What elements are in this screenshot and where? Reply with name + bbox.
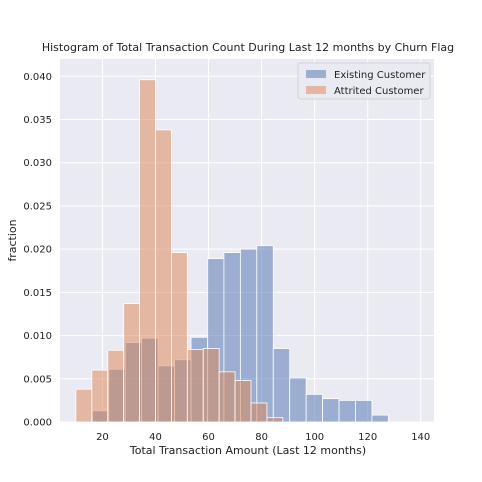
y-tick-label: 0.010: [23, 331, 52, 342]
histogram-bar: [250, 402, 268, 423]
x-tick-label: 60: [202, 432, 215, 443]
x-tick-label: 20: [96, 432, 109, 443]
histogram-bar: [266, 417, 284, 423]
legend-swatch: [306, 86, 326, 94]
histogram-bar: [289, 377, 307, 423]
histogram-bar: [123, 303, 140, 423]
histogram-bar: [171, 252, 188, 423]
histogram-bar: [91, 369, 109, 423]
y-axis-label: fraction: [6, 219, 19, 261]
y-tick-label: 0.020: [23, 245, 52, 256]
histogram-bar: [272, 348, 291, 423]
x-tick-label: 40: [149, 432, 162, 443]
legend: Existing Customer Attrited Customer: [297, 62, 431, 100]
x-tick-label: 80: [255, 432, 268, 443]
chart-title: Histogram of Total Transaction Count Dur…: [42, 41, 454, 54]
histogram-bar: [355, 399, 373, 423]
x-tick-label: 120: [358, 432, 377, 443]
series-bars: [75, 79, 284, 423]
histogram-bar: [139, 79, 156, 423]
histogram-bar: [338, 399, 356, 423]
legend-box: [297, 62, 431, 100]
legend-label: Existing Customer: [334, 70, 426, 81]
histogram-bar: [371, 414, 389, 423]
histogram-bar: [202, 348, 220, 423]
histogram-bar: [75, 388, 93, 423]
y-tick-label: 0.035: [23, 115, 52, 126]
tick-labels: 20 40 60 80 100 120 140 0.000 0.005 0.010 0.015 0.0…: [23, 72, 430, 443]
x-axis-label: Total Transaction Amount (Last 12 months…: [129, 444, 366, 457]
x-tick-label: 140: [411, 432, 430, 443]
histogram-bar: [155, 129, 172, 423]
y-tick-label: 0.000: [23, 418, 52, 429]
histogram-bar: [322, 398, 340, 423]
histogram-bar: [256, 245, 274, 423]
histogram-bar: [234, 380, 252, 423]
histogram-bar: [186, 348, 204, 423]
legend-label: Attrited Customer: [334, 86, 424, 97]
histogram-bar: [305, 393, 323, 423]
y-tick-label: 0.030: [23, 158, 52, 169]
y-tick-label: 0.040: [23, 72, 52, 83]
histogram-bar: [218, 371, 236, 423]
legend-swatch: [306, 70, 326, 78]
x-tick-label: 100: [305, 432, 324, 443]
y-tick-label: 0.015: [23, 288, 52, 299]
histogram-bar: [107, 349, 125, 423]
y-tick-label: 0.025: [23, 201, 52, 212]
y-tick-label: 0.005: [23, 374, 52, 385]
bars: [75, 79, 389, 423]
